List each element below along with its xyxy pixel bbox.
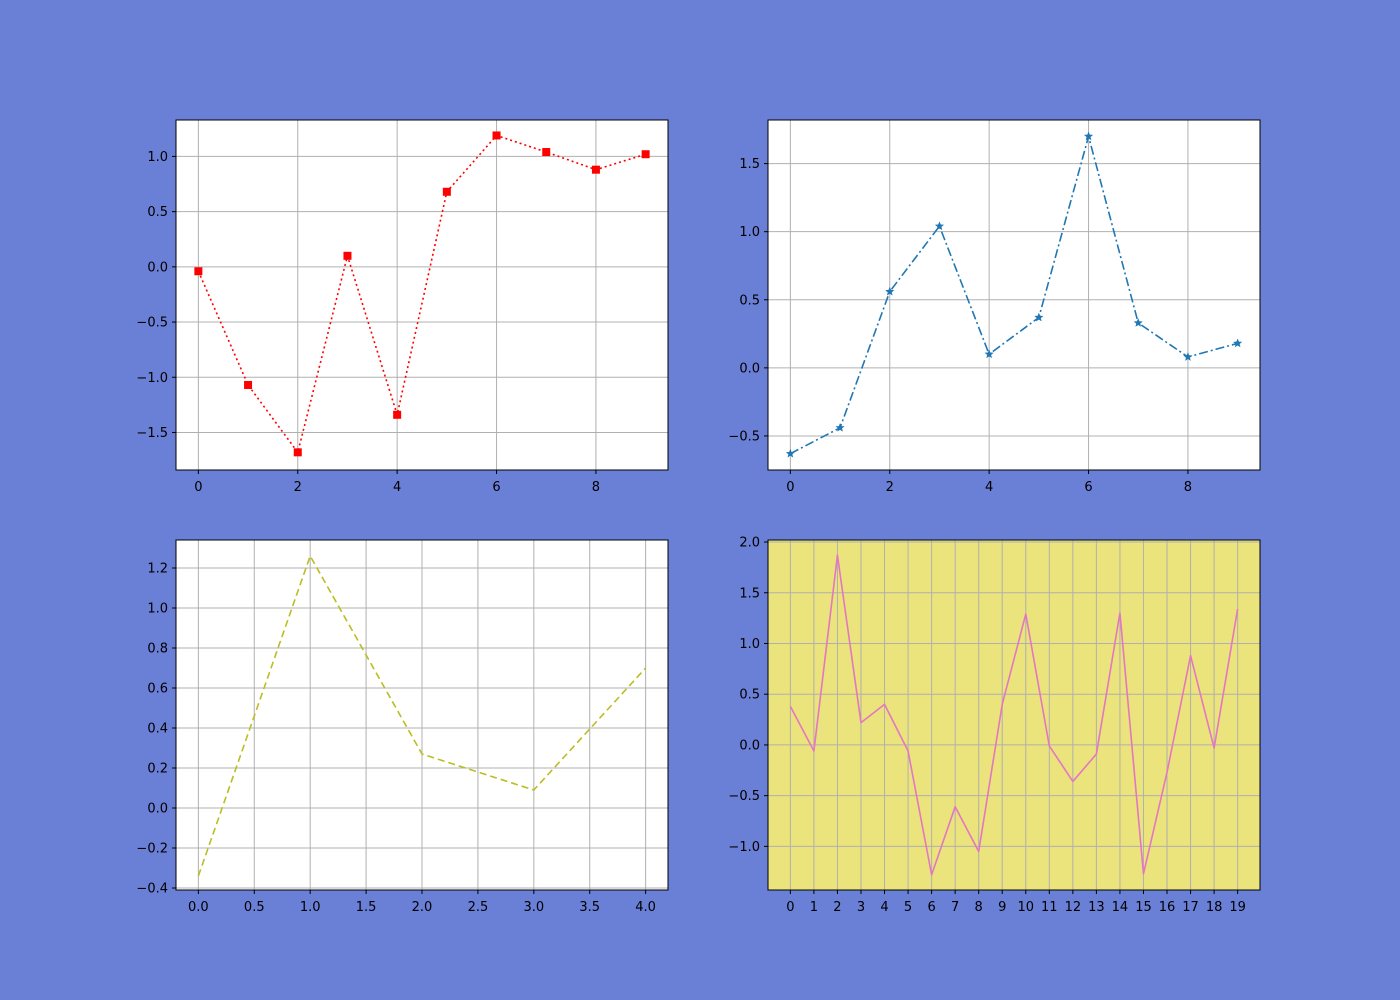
y-tick-label: −0.5	[728, 789, 760, 804]
y-tick-label: 0.8	[147, 642, 168, 657]
subplot-bottom-right: 0 1 2 3 4 5 6 7 8 9 10 11 12 13 14 15 16 17 18 19−1.0−0.50.…	[728, 536, 1261, 915]
x-tick-label: 4.0	[635, 900, 656, 915]
x-tick-label: 6	[927, 900, 935, 915]
x-tick-label: 19	[1229, 900, 1246, 915]
subplot-top-right: 0 2 4 6 8 −0.5 0.0 0.5 1.0 1.5	[728, 119, 1261, 495]
y-tick-label: 1.0	[147, 150, 168, 165]
x-tick-label: 4	[985, 480, 993, 495]
data-point-marker	[984, 349, 994, 359]
subplot-top-left: 0 2 4 6 8 −1.5 −1.0 −0.5 0.0 0.5 1.0	[136, 119, 669, 495]
y-tick-label: 0.5	[739, 293, 760, 308]
x-tick-label: 15	[1135, 900, 1152, 915]
y-tick-label: 0.0	[739, 361, 760, 376]
data-point-marker	[442, 187, 451, 196]
y-tick-label: 2.0	[739, 536, 760, 551]
data-point-marker	[1133, 318, 1143, 327]
x-tick-label: 5	[904, 900, 912, 915]
data-point-marker	[835, 422, 845, 432]
x-tick-label: 13	[1088, 900, 1105, 915]
y-tick-label: −1.5	[136, 426, 168, 441]
plot-background	[768, 120, 1260, 470]
data-point-marker	[244, 380, 253, 389]
x-tick-label: 4	[880, 900, 888, 915]
plot-frame	[767, 539, 1261, 891]
x-tick-label: 0	[786, 480, 794, 495]
x-tick-label: 1.0	[300, 900, 321, 915]
x-tick-label: 8	[592, 480, 600, 495]
data-point-marker	[293, 448, 302, 457]
y-tick-label: 0.0	[147, 802, 168, 817]
series-line	[789, 554, 1239, 876]
y-tick-label: −1.0	[728, 840, 760, 855]
x-tick-label: 16	[1159, 900, 1176, 915]
data-point-marker	[934, 221, 945, 231]
x-tick-label: 8	[975, 900, 983, 915]
y-tick-label: 1.0	[739, 637, 760, 652]
y-tick-label: 0.5	[147, 205, 168, 220]
x-tick-label: 7	[951, 900, 959, 915]
plot-background	[176, 120, 668, 470]
x-tick-label: 3	[857, 900, 865, 915]
y-tick-label: 1.5	[739, 586, 760, 601]
series-line	[197, 555, 647, 877]
x-tick-label: 1.5	[356, 900, 377, 915]
data-point-marker	[885, 286, 895, 296]
data-point-marker	[393, 410, 402, 419]
plot-frame	[175, 119, 669, 471]
data-point-marker	[1083, 131, 1094, 141]
data-point-marker	[492, 131, 501, 140]
x-tick-label: 9	[998, 900, 1006, 915]
y-tick-label: 0.6	[147, 682, 168, 697]
y-tick-label: −0.5	[728, 429, 760, 444]
x-tick-label: 17	[1182, 900, 1199, 915]
y-tick-label: 1.0	[739, 225, 760, 240]
y-tick-label: −0.4	[136, 882, 168, 897]
x-tick-label: 18	[1206, 900, 1223, 915]
data-point-marker	[591, 165, 600, 174]
x-tick-label: 8	[1184, 480, 1192, 495]
data-point-marker	[194, 267, 203, 276]
y-tick-label: 1.0	[147, 602, 168, 617]
x-tick-label: 12	[1065, 900, 1082, 915]
y-tick-label: 1.5	[739, 157, 760, 172]
x-tick-label: 2.0	[412, 900, 433, 915]
y-tick-label: 0.0	[739, 738, 760, 753]
y-tick-label: −1.0	[136, 371, 168, 386]
y-tick-label: 1.2	[147, 562, 168, 577]
y-tick-label: 0.2	[147, 762, 168, 777]
plot-frame	[767, 119, 1261, 471]
x-tick-label: 6	[1084, 480, 1092, 495]
x-tick-label: 2	[886, 480, 894, 495]
y-tick-label: 0.5	[739, 688, 760, 703]
data-point-marker	[1034, 312, 1044, 322]
y-tick-label: 0.4	[147, 722, 168, 737]
data-point-marker	[1233, 338, 1243, 348]
x-tick-label: 3.0	[523, 900, 544, 915]
x-tick-label: 2	[833, 900, 841, 915]
x-tick-label: 3.5	[579, 900, 600, 915]
data-point-marker	[343, 251, 352, 260]
x-tick-label: 0.5	[244, 900, 265, 915]
series-line	[197, 134, 646, 454]
x-tick-label: 1	[810, 900, 818, 915]
x-tick-label: 2.5	[468, 900, 489, 915]
x-tick-label: 4	[393, 480, 401, 495]
data-point-marker	[641, 150, 650, 159]
x-tick-label: 10	[1017, 900, 1034, 915]
x-tick-label: 6	[492, 480, 500, 495]
y-tick-label: 0.0	[147, 260, 168, 275]
y-tick-label: −0.5	[136, 316, 168, 331]
x-tick-label: 0	[786, 900, 794, 915]
subplot-bottom-left: 0.0 0.5 1.0 1.5 2.0 2.5 3.0 3.5 4.0 −0.4 −0.2 0.0 0.…	[136, 539, 669, 915]
x-tick-label: 11	[1041, 900, 1058, 915]
y-tick-label: −0.2	[136, 842, 168, 857]
data-point-marker	[785, 448, 795, 458]
data-point-marker	[1183, 352, 1193, 361]
data-point-marker	[542, 148, 551, 157]
x-tick-label: 14	[1112, 900, 1129, 915]
x-tick-label: 0.0	[188, 900, 209, 915]
x-tick-label: 0	[194, 480, 202, 495]
x-tick-label: 2	[294, 480, 302, 495]
